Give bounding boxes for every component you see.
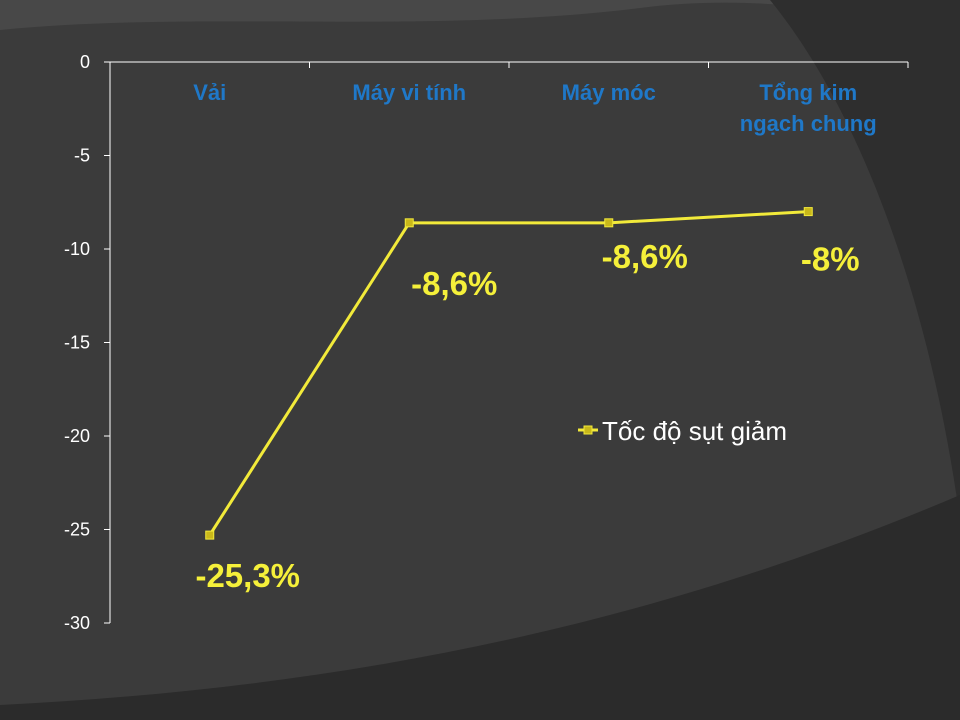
data-label: -8% — [801, 241, 860, 278]
data-label: -8,6% — [411, 265, 497, 302]
legend-series-name: Tốc độ sụt giảm — [602, 416, 787, 446]
data-point-marker — [604, 218, 614, 228]
x-category-label: Tổng kim — [759, 80, 857, 105]
x-category-label: ngạch chung — [740, 111, 877, 136]
data-point-marker — [404, 218, 414, 228]
x-category-label: Máy vi tính — [352, 80, 466, 105]
x-axis-categories: Vải Máy vi tính Máy móc Tổng kim ngạch chung — [193, 80, 876, 136]
data-label: -8,6% — [602, 238, 688, 275]
y-tick-label: 0 — [80, 52, 90, 72]
data-point-marker — [803, 207, 813, 217]
y-tick-label: -30 — [64, 613, 90, 633]
data-point-marker — [205, 530, 215, 540]
chart-axes — [109, 61, 909, 623]
data-label: -25,3% — [195, 557, 300, 594]
series-line — [208, 210, 809, 536]
y-tick-label: -15 — [64, 333, 90, 353]
y-tick-label: -20 — [64, 426, 90, 446]
y-tick-label: -25 — [64, 520, 90, 540]
series-layer — [205, 207, 813, 540]
x-category-label: Máy móc — [562, 80, 656, 105]
legend-marker — [583, 425, 593, 435]
background-swoosh-top — [0, 0, 960, 45]
x-category-label: Vải — [193, 80, 226, 105]
y-tick-label: -5 — [74, 146, 90, 166]
data-labels: -25,3% -8,6% -8,6% -8% — [195, 238, 859, 594]
y-tick-label: -10 — [64, 239, 90, 259]
background-swoosh-bottom — [0, 495, 960, 720]
y-axis-ticks: 0 -5 -10 -15 -20 -25 -30 — [64, 52, 110, 633]
background-swoosh-right — [770, 0, 960, 520]
legend: Tốc độ sụt giảm — [578, 416, 787, 446]
